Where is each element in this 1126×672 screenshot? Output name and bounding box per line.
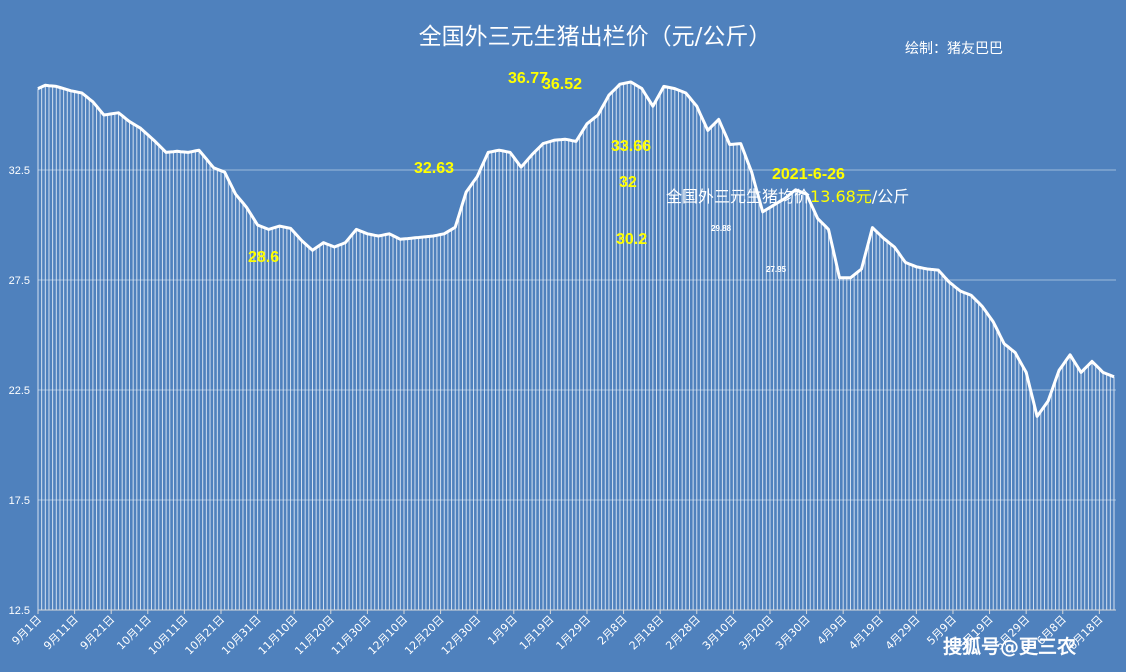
annotation-march-peak: 29.88 bbox=[711, 224, 732, 233]
annotation-32: 32 bbox=[619, 174, 637, 191]
y-tick-label: 32.5 bbox=[9, 165, 30, 177]
annotation-low-feb: 30.2 bbox=[616, 231, 647, 248]
annotation-march-late: 27.95 bbox=[766, 265, 787, 274]
credit-text: 绘制：猪友巴巴 bbox=[905, 41, 1003, 57]
chart-title: 全国外三元生猪出栏价（元/公斤） bbox=[419, 24, 772, 50]
annotation-dip-dec: 32.63 bbox=[414, 160, 454, 177]
annotation-peak-3: 33.66 bbox=[611, 138, 651, 155]
y-tick-label: 22.5 bbox=[9, 385, 30, 397]
note-date: 2021-6-26 bbox=[772, 166, 845, 183]
y-tick-label: 12.5 bbox=[9, 605, 30, 617]
y-tick-label: 27.5 bbox=[9, 275, 30, 287]
y-axis: 12.5 17.5 22.5 27.5 32.5 bbox=[9, 165, 30, 617]
watermark: 搜狐号@更三农 bbox=[943, 635, 1076, 658]
annotations: 36.77 36.52 33.66 32.63 32 30.2 28.6 29.… bbox=[248, 70, 787, 274]
y-tick-label: 17.5 bbox=[9, 495, 30, 507]
annotation-peak-1: 36.77 bbox=[508, 70, 548, 87]
note-suffix: /公斤 bbox=[872, 187, 909, 206]
note-line: 全国外三元生猪均价13.68元/公斤 bbox=[666, 187, 909, 206]
note-prefix: 全国外三元生猪均价 bbox=[666, 187, 810, 206]
annotation-peak-2: 36.52 bbox=[542, 76, 582, 93]
daily-bars bbox=[37, 82, 1115, 610]
price-line bbox=[37, 80, 1115, 418]
note-value: 13.68元 bbox=[810, 187, 872, 206]
annotation-low-oct: 28.6 bbox=[248, 249, 279, 266]
